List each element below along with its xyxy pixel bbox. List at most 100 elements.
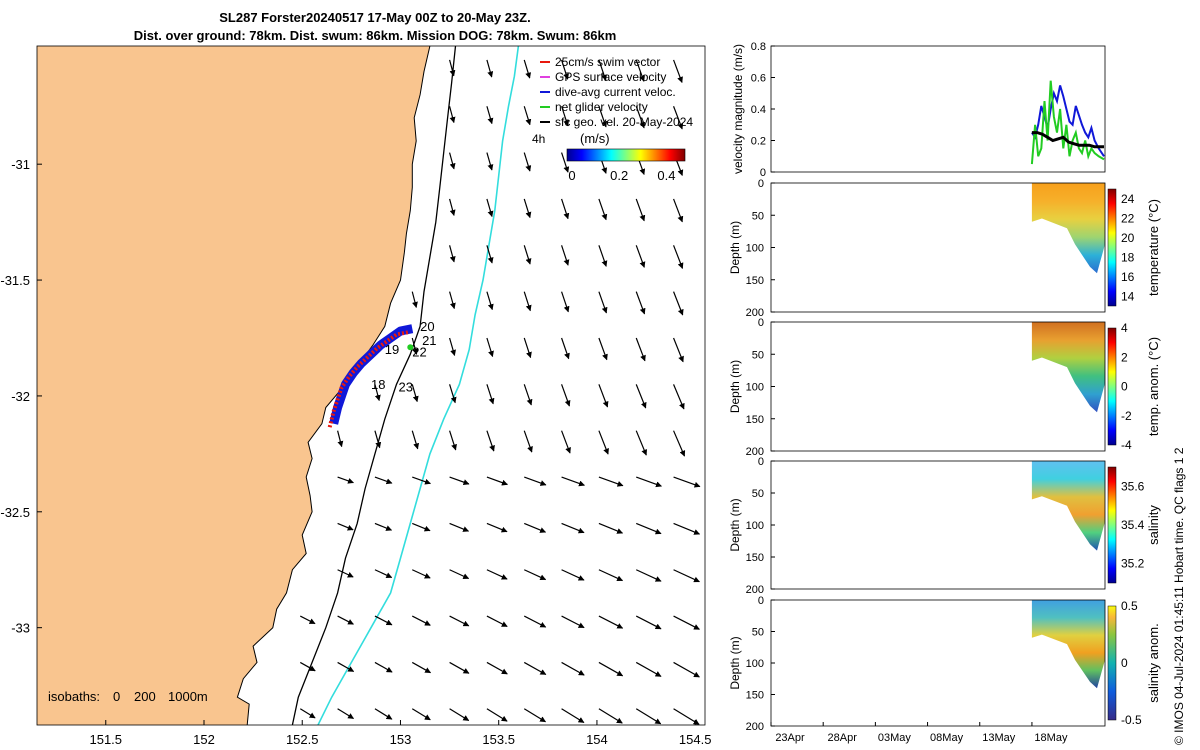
colorbar-tick-label: 0 [1121, 656, 1128, 670]
colorbar-tick-label: 0.4 [657, 168, 675, 183]
colorbar-tick-label: 35.6 [1121, 479, 1145, 493]
day-label: 21 [422, 333, 436, 348]
geostrophic-vector [673, 291, 684, 316]
geostrophic-vector [411, 615, 431, 626]
geostrophic-vector [598, 198, 608, 221]
geostrophic-vector [449, 59, 456, 77]
geostrophic-vector [598, 384, 609, 408]
depth-y-tick-label: 0 [758, 178, 764, 190]
geostrophic-vector [486, 59, 494, 78]
section-data [1031, 461, 1105, 551]
colorbar-tick-label: 4 [1121, 321, 1128, 335]
map-x-tick-label: 152 [193, 732, 215, 747]
geostrophic-vector [673, 615, 700, 630]
geostrophic-vector [486, 384, 495, 405]
legend-entry: GPS surface velocity [555, 70, 666, 84]
geostrophic-vector [673, 569, 700, 583]
depth-y-tick-label: 150 [746, 275, 764, 287]
net-velocity-marker [407, 344, 414, 351]
map-x-tick-label: 151.5 [89, 732, 122, 747]
geostrophic-vector [411, 337, 419, 355]
geostrophic-vector [673, 384, 685, 410]
geostrophic-vector [561, 661, 585, 676]
velocity-series [1031, 131, 1104, 149]
geostrophic-vector [449, 291, 456, 310]
depth-y-tick-label: 100 [746, 243, 764, 255]
colorbar-tick-label: 20 [1121, 231, 1135, 245]
geostrophic-vector [299, 661, 316, 672]
geostrophic-vector [486, 615, 508, 628]
section-colorbar [1107, 466, 1117, 584]
geostrophic-vector [635, 569, 662, 582]
geostrophic-vector [561, 291, 570, 313]
geostrophic-vector [561, 708, 585, 724]
geostrophic-vector [598, 522, 624, 534]
geostrophic-vector [374, 615, 393, 626]
geostrophic-vector [635, 198, 646, 222]
geostrophic-vector [449, 198, 456, 216]
depth-y-tick-label: 150 [746, 414, 764, 426]
colorbar-label: salinity [1146, 505, 1161, 545]
geostrophic-vector [523, 198, 532, 219]
geostrophic-vector [636, 476, 662, 488]
geostrophic-vector [337, 661, 355, 673]
section-colorbar [1107, 188, 1117, 307]
geostrophic-vector [337, 430, 344, 448]
map-x-tick-label: 154.5 [679, 732, 712, 747]
velocity-y-label: velocity magnitude (m/s) [731, 44, 745, 174]
geostrophic-vector [635, 430, 648, 456]
geostrophic-vector [449, 106, 456, 124]
depth-y-tick-label: 50 [752, 349, 764, 361]
day-label: 19 [385, 342, 399, 357]
geostrophic-vector [561, 245, 570, 266]
geostrophic-vector [486, 430, 495, 452]
map-y-tick-label: -31.5 [0, 273, 30, 288]
geostrophic-vector [374, 661, 393, 673]
geostrophic-vector [523, 430, 533, 453]
geostrophic-vector [561, 615, 585, 629]
velocity-series [1030, 80, 1105, 165]
geostrophic-vector [598, 337, 608, 361]
time-x-tick-label: 23Apr [775, 732, 805, 744]
geostrophic-vector [337, 476, 354, 484]
geostrophic-vector [411, 708, 431, 721]
geostrophic-vector [337, 522, 354, 531]
colorbar-tick-label: 18 [1121, 250, 1135, 264]
geostrophic-vector [374, 569, 393, 579]
colorbar-tick-label: 0 [1121, 380, 1128, 394]
land-area [37, 46, 430, 725]
depth-y-tick-label: 200 [746, 446, 764, 458]
legend-entry: 25cm/s swim vector [555, 55, 660, 69]
geostrophic-vector [449, 384, 457, 404]
map-x-tick-label: 153 [390, 732, 412, 747]
geostrophic-vector [486, 569, 508, 580]
geostrophic-vector [635, 59, 645, 82]
swim-vector-track [327, 330, 409, 428]
geostrophic-vector [449, 708, 470, 722]
velocity-y-tick-label: 0 [760, 167, 766, 179]
geostrophic-vector [337, 615, 354, 625]
geostrophic-vector [486, 291, 494, 311]
velocity-panel [770, 45, 1106, 173]
imos-credit: © IMOS 04-Jul-2024 01:45:11 Hobart time.… [1172, 447, 1186, 745]
geostrophic-vector [635, 245, 646, 268]
geostrophic-vector [673, 198, 684, 223]
depth-y-label: Depth (m) [728, 498, 742, 551]
depth-y-tick-label: 100 [746, 658, 764, 670]
geostrophic-vector [523, 59, 532, 79]
geostrophic-vector [449, 522, 470, 532]
colorbar-tick-label: 0 [568, 168, 575, 183]
geostrophic-vector [374, 430, 382, 449]
map-frame [36, 45, 706, 726]
colorbar-tick-label: 0.2 [610, 168, 628, 183]
geostrophic-vector [412, 522, 431, 532]
depth-y-tick-label: 50 [752, 488, 764, 500]
geostrophic-vector [635, 337, 646, 362]
geostrophic-vector [561, 337, 570, 360]
geostrophic-vector [523, 708, 547, 723]
time-x-tick-label: 18May [1034, 732, 1068, 744]
depth-y-tick-label: 200 [746, 721, 764, 733]
depth-y-tick-label: 0 [758, 595, 764, 607]
colorbar-tick-label: 22 [1121, 211, 1135, 225]
